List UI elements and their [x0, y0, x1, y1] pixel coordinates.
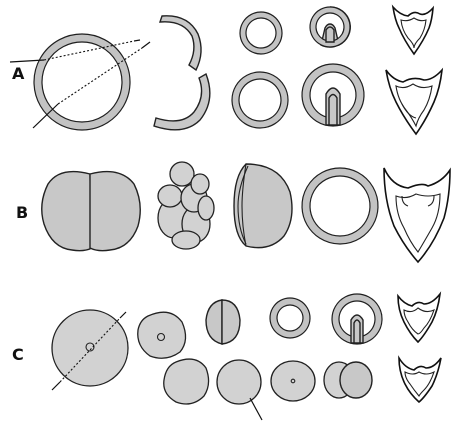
small-ring-c — [269, 297, 311, 339]
folded-ring-a1-band — [309, 6, 351, 48]
large-cell-c — [51, 309, 129, 391]
fold-tongue-a2-inner — [328, 93, 338, 126]
row-label-c: C — [12, 345, 24, 364]
tooth-b — [383, 167, 451, 264]
two-cell-c — [205, 299, 241, 345]
large-ring-a — [33, 33, 131, 131]
row-b-drawings — [41, 161, 451, 264]
fold-tongue-a1 — [325, 26, 335, 43]
fold-tongue-c-inner — [353, 319, 361, 344]
tooth-c1 — [397, 291, 442, 344]
ring-b — [301, 167, 379, 245]
small-ring-a1 — [239, 11, 283, 55]
row-label-b: B — [16, 203, 29, 222]
cell-c-lower-4 — [323, 361, 373, 399]
section-line-a2-end — [141, 41, 151, 49]
section-line-a1 — [9, 59, 45, 63]
arc-fragment-lower — [153, 72, 211, 131]
cell-c-lower-1 — [163, 358, 210, 405]
section-dash-a2 — [57, 47, 143, 105]
cell-c-lower-3 — [270, 360, 316, 402]
cell-c-lower-2 — [216, 359, 263, 421]
row-a-drawings — [9, 4, 444, 136]
medium-ring-a2 — [231, 71, 289, 129]
section-line-a2 — [32, 103, 59, 129]
oval-cell-c — [137, 311, 187, 359]
hemisphere-b — [233, 163, 293, 249]
two-cell-embryo-b — [41, 170, 141, 252]
cell-cluster-b — [157, 161, 215, 250]
section-line-a1-end — [133, 39, 141, 42]
tooth-a2 — [385, 67, 444, 136]
section-dash-a1 — [43, 40, 135, 61]
tooth-a1 — [391, 4, 434, 56]
row-label-a: A — [12, 64, 25, 83]
row-c-drawings — [51, 291, 442, 421]
arc-fragment-upper — [158, 15, 202, 72]
tooth-c2 — [398, 355, 442, 404]
